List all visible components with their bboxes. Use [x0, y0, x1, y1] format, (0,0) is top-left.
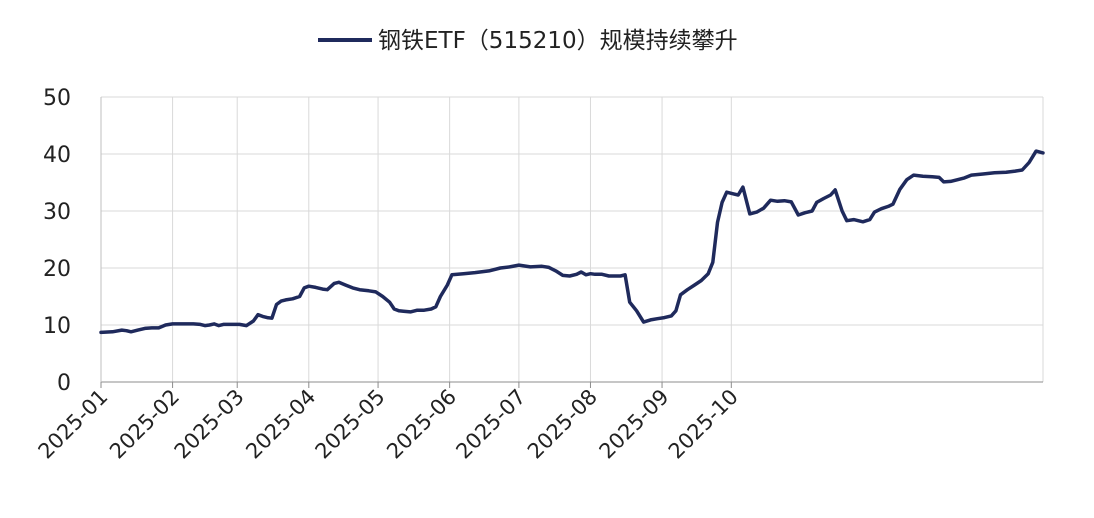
- x-tick-label: 2025-03: [170, 385, 249, 464]
- x-tick-label: 2025-02: [105, 385, 184, 464]
- x-tick-label: 2025-01: [34, 385, 113, 464]
- x-tick-label: 2025-07: [451, 385, 530, 464]
- x-tick-label: 2025-05: [311, 385, 390, 464]
- x-tick-label: 2025-10: [664, 385, 743, 464]
- y-tick-label: 0: [57, 371, 71, 396]
- axes: [100, 97, 1043, 388]
- y-tick-label: 30: [43, 200, 71, 225]
- series-line: [99, 149, 1045, 335]
- y-tick-label: 40: [43, 143, 71, 168]
- x-tick-label: 2025-06: [382, 385, 461, 464]
- grid-lines: [101, 96, 1044, 382]
- x-tick-label: 2025-04: [241, 385, 320, 464]
- x-tick-label: 2025-08: [523, 385, 602, 464]
- x-tick-labels: 2025-012025-022025-032025-042025-052025-…: [34, 385, 743, 464]
- y-tick-label: 20: [43, 257, 71, 282]
- y-tick-label: 50: [43, 86, 71, 111]
- legend-label: 钢铁ETF（515210）规模持续攀升: [378, 28, 738, 54]
- y-tick-labels: 0 10 20 30 40 50: [43, 86, 71, 396]
- series-group: [99, 149, 1045, 335]
- y-tick-label: 10: [43, 314, 71, 339]
- legend: 钢铁ETF（515210）规模持续攀升: [318, 28, 738, 54]
- x-tick-label: 2025-09: [595, 385, 674, 464]
